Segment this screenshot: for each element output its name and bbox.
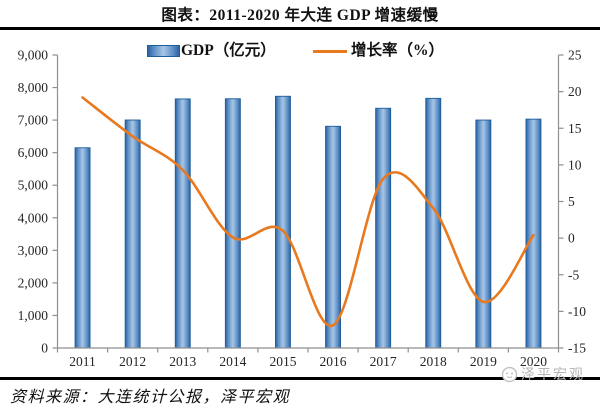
gdp-bar-legend-swatch <box>147 45 180 57</box>
x-axis-label: 2016 <box>320 354 347 369</box>
left-axis-label: 6,000 <box>18 145 49 160</box>
gdp-bar-2012 <box>124 119 141 349</box>
growth-rate-line <box>81 96 535 327</box>
watermark-text: 泽平宏观 <box>521 368 585 383</box>
x-axis-label: 2020 <box>520 354 547 369</box>
x-axis-label: 2018 <box>420 354 447 369</box>
gdp-bar-2011 <box>74 147 91 349</box>
x-axis-label: 2015 <box>269 354 296 369</box>
x-axis-label: 2017 <box>370 354 397 369</box>
right-axis-label: -10 <box>568 304 586 319</box>
gdp-bar-2015 <box>275 95 291 349</box>
gdp-bar-2019 <box>475 119 492 349</box>
right-axis-label: 5 <box>568 194 575 209</box>
gdp-bar-2018 <box>425 97 442 349</box>
x-axis-label: 2013 <box>169 354 196 369</box>
gdp-bar-2016 <box>325 125 341 349</box>
left-axis-label: 5,000 <box>18 178 49 193</box>
x-axis-label: 2014 <box>219 354 246 369</box>
left-axis-label: 3,000 <box>18 243 49 258</box>
growth-line-legend-swatch <box>313 50 347 53</box>
gdp-bar-2014 <box>224 98 241 349</box>
top-divider <box>0 27 600 30</box>
right-axis-label: 25 <box>568 48 582 63</box>
right-axis-label: 15 <box>568 121 582 136</box>
source-note: 资料来源：大连统计公报，泽平宏观 <box>10 389 291 406</box>
left-axis-label: 8,000 <box>18 80 49 95</box>
left-axis-label: 7,000 <box>18 113 49 128</box>
gdp-legend-label: GDP（亿元） <box>181 42 276 59</box>
chart-title: 图表：2011-2020 年大连 GDP 增速缓慢 <box>161 7 439 24</box>
x-axis-label: 2011 <box>69 354 96 369</box>
watermark-logo-icon <box>501 366 518 382</box>
x-axis-label: 2019 <box>470 354 497 369</box>
left-axis-label: 1,000 <box>18 308 49 323</box>
growth-legend-label: 增长率（%） <box>351 42 445 59</box>
left-axis-label: 4,000 <box>18 210 49 225</box>
right-axis-label: -15 <box>568 341 586 356</box>
watermark: 泽平宏观 <box>501 364 585 384</box>
left-axis-label: 0 <box>41 341 48 356</box>
right-axis-label: -5 <box>568 267 579 282</box>
left-axis-label: 9,000 <box>18 48 49 63</box>
gdp-bar-2020 <box>525 118 542 349</box>
gdp-bar-2017 <box>375 107 392 349</box>
bottom-divider <box>0 377 600 380</box>
right-axis-label: 20 <box>568 84 582 99</box>
right-axis-label: 10 <box>568 157 582 172</box>
gdp-bar-2013 <box>174 98 191 349</box>
left-axis-label: 2,000 <box>18 275 49 290</box>
right-axis-label: 0 <box>568 231 575 246</box>
x-axis-label: 2012 <box>119 354 146 369</box>
